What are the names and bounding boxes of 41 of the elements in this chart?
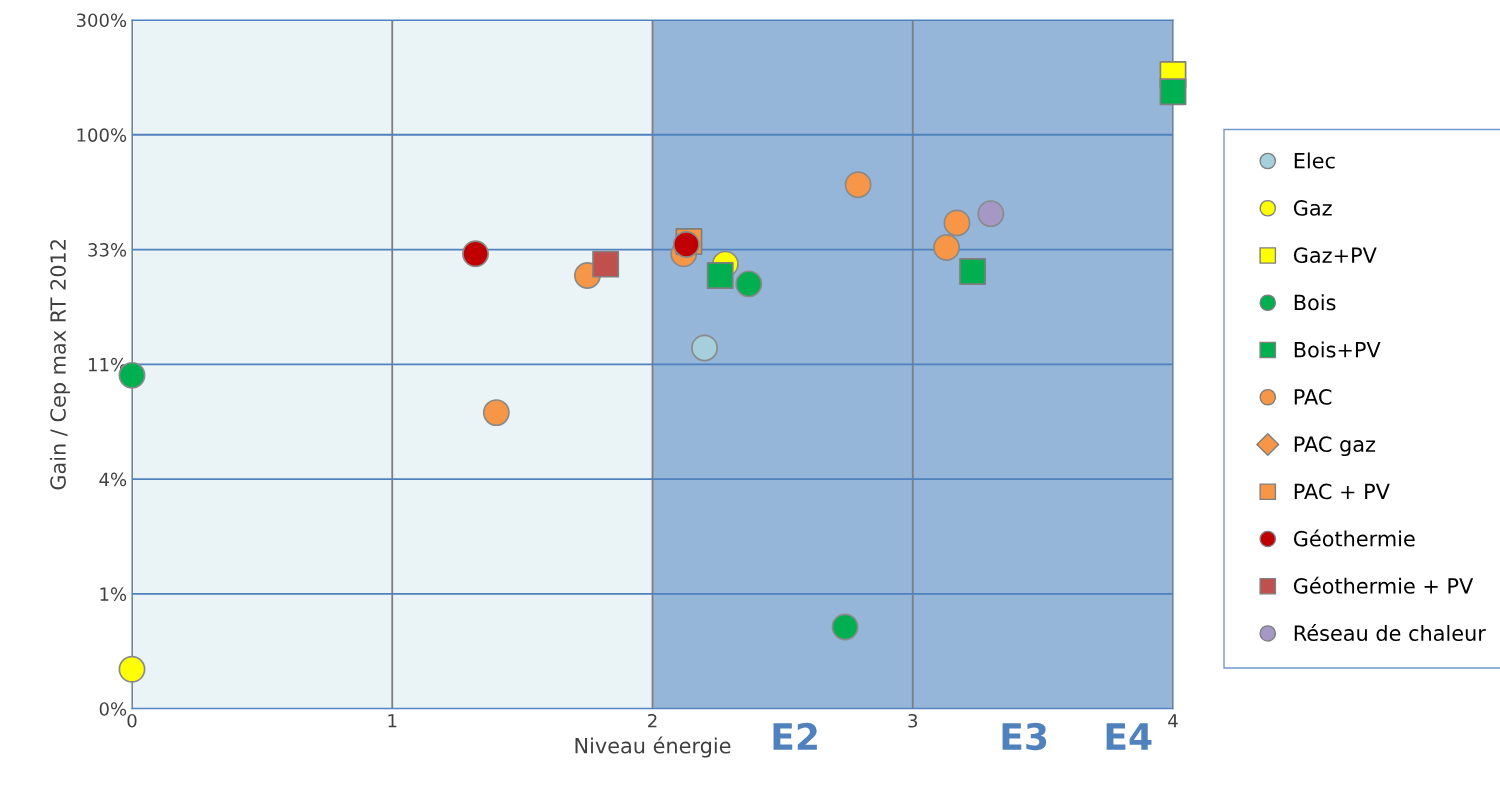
y-tick-label: 100% xyxy=(77,128,127,142)
x-tick-label: 2 xyxy=(648,713,657,728)
point xyxy=(735,270,763,298)
x-tick-label: 4 xyxy=(1168,714,1178,728)
x-tick-label: 0 xyxy=(127,713,137,728)
point xyxy=(482,399,510,427)
text: E4 xyxy=(1106,723,1152,750)
x-tick-label: 3 xyxy=(908,713,918,728)
legend-label: Bois+PV xyxy=(1294,341,1381,358)
y-tick-label: 300% xyxy=(76,13,127,28)
legend-label: PAC xyxy=(1294,389,1332,405)
point xyxy=(943,209,971,237)
legend-label: PAC gaz xyxy=(1294,436,1376,457)
point xyxy=(977,200,1005,228)
point xyxy=(933,234,961,261)
x-tick-label: 1 xyxy=(388,714,397,728)
legend-label: Géothermie xyxy=(1293,529,1415,547)
point xyxy=(706,262,734,289)
point xyxy=(1159,78,1187,106)
x-axis-title: Niveau énergie xyxy=(575,736,731,758)
point xyxy=(462,240,489,268)
y-tick-label: 1% xyxy=(100,587,127,601)
legend-label: PAC + PV xyxy=(1294,483,1390,500)
legend-label: Gaz xyxy=(1293,200,1332,216)
y-tick-label: 4% xyxy=(99,472,127,487)
point xyxy=(959,258,987,286)
point xyxy=(691,334,719,362)
y-tick-label: 0% xyxy=(99,702,127,716)
y-tick-label: 33% xyxy=(88,243,127,257)
point xyxy=(118,655,146,683)
legend-label: Elec xyxy=(1294,152,1335,169)
legend-label: Réseau de chaleur xyxy=(1294,624,1486,642)
legend-label: Bois xyxy=(1294,294,1336,311)
point xyxy=(831,613,859,641)
legend-label: Géothermie + PV xyxy=(1293,576,1474,594)
legend-label: Gaz+PV xyxy=(1293,247,1377,264)
point xyxy=(844,171,872,199)
text: E2 xyxy=(773,722,817,750)
text: E3 xyxy=(1002,722,1047,751)
point xyxy=(592,250,620,278)
y-axis-title: Gain / Cep max RT 2012 xyxy=(49,240,70,490)
